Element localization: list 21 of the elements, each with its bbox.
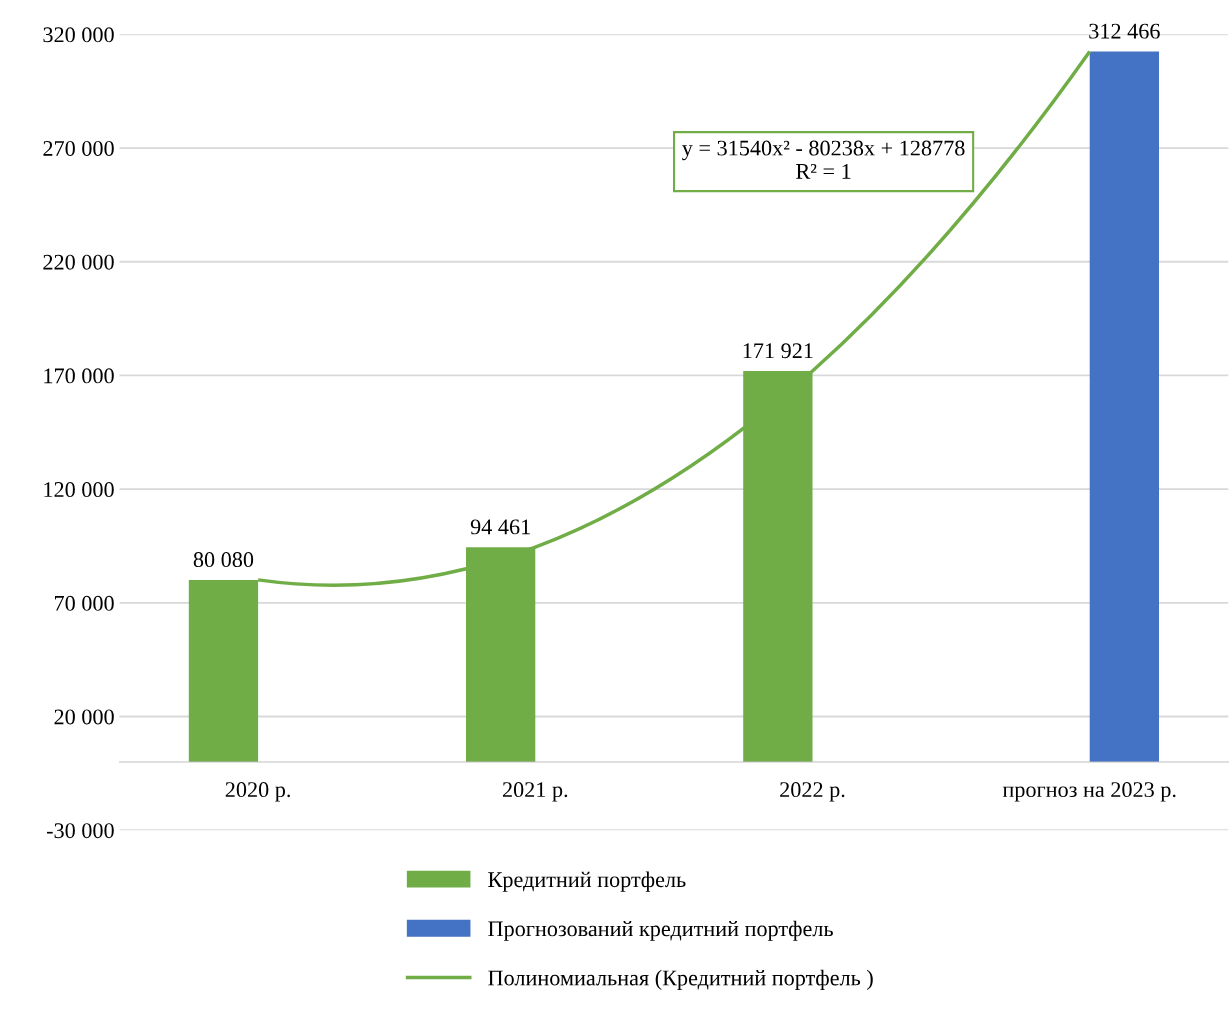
data-label: 312 466 — [1089, 23, 1160, 39]
data-label: 171 921 — [743, 343, 813, 359]
y-tick-label: 20 000 — [54, 709, 114, 725]
bar — [1089, 51, 1159, 762]
y-tick-label: 270 000 — [43, 140, 114, 156]
y-tick-label: 220 000 — [43, 254, 114, 270]
x-tick-label: 2021 р. — [502, 782, 568, 802]
y-tick-label: 120 000 — [44, 482, 114, 498]
x-tick-label: прогноз на 2023 р. — [1002, 782, 1176, 802]
annotation: y = 31540x² - 80238x + 128778 R² = 1 — [682, 140, 965, 179]
y-tick-label: 320 000 — [43, 27, 114, 43]
legend-label: Прогнозований кредитний портфель — [488, 920, 833, 941]
y-tick-label: 170 000 — [44, 368, 114, 384]
y-tick-label: -30 000 — [46, 823, 114, 839]
legend-label: Кредитний портфель — [488, 871, 686, 892]
data-label: 80 080 — [193, 552, 254, 568]
legend-label: Полиномиальная (Кредитний портфель ) — [488, 969, 873, 990]
y-tick-label: 70 000 — [55, 595, 114, 611]
x-tick-label: 2022 р. — [780, 782, 845, 802]
x-tick-label: 2020 р. — [225, 782, 290, 802]
data-label: 94 461 — [470, 519, 530, 535]
